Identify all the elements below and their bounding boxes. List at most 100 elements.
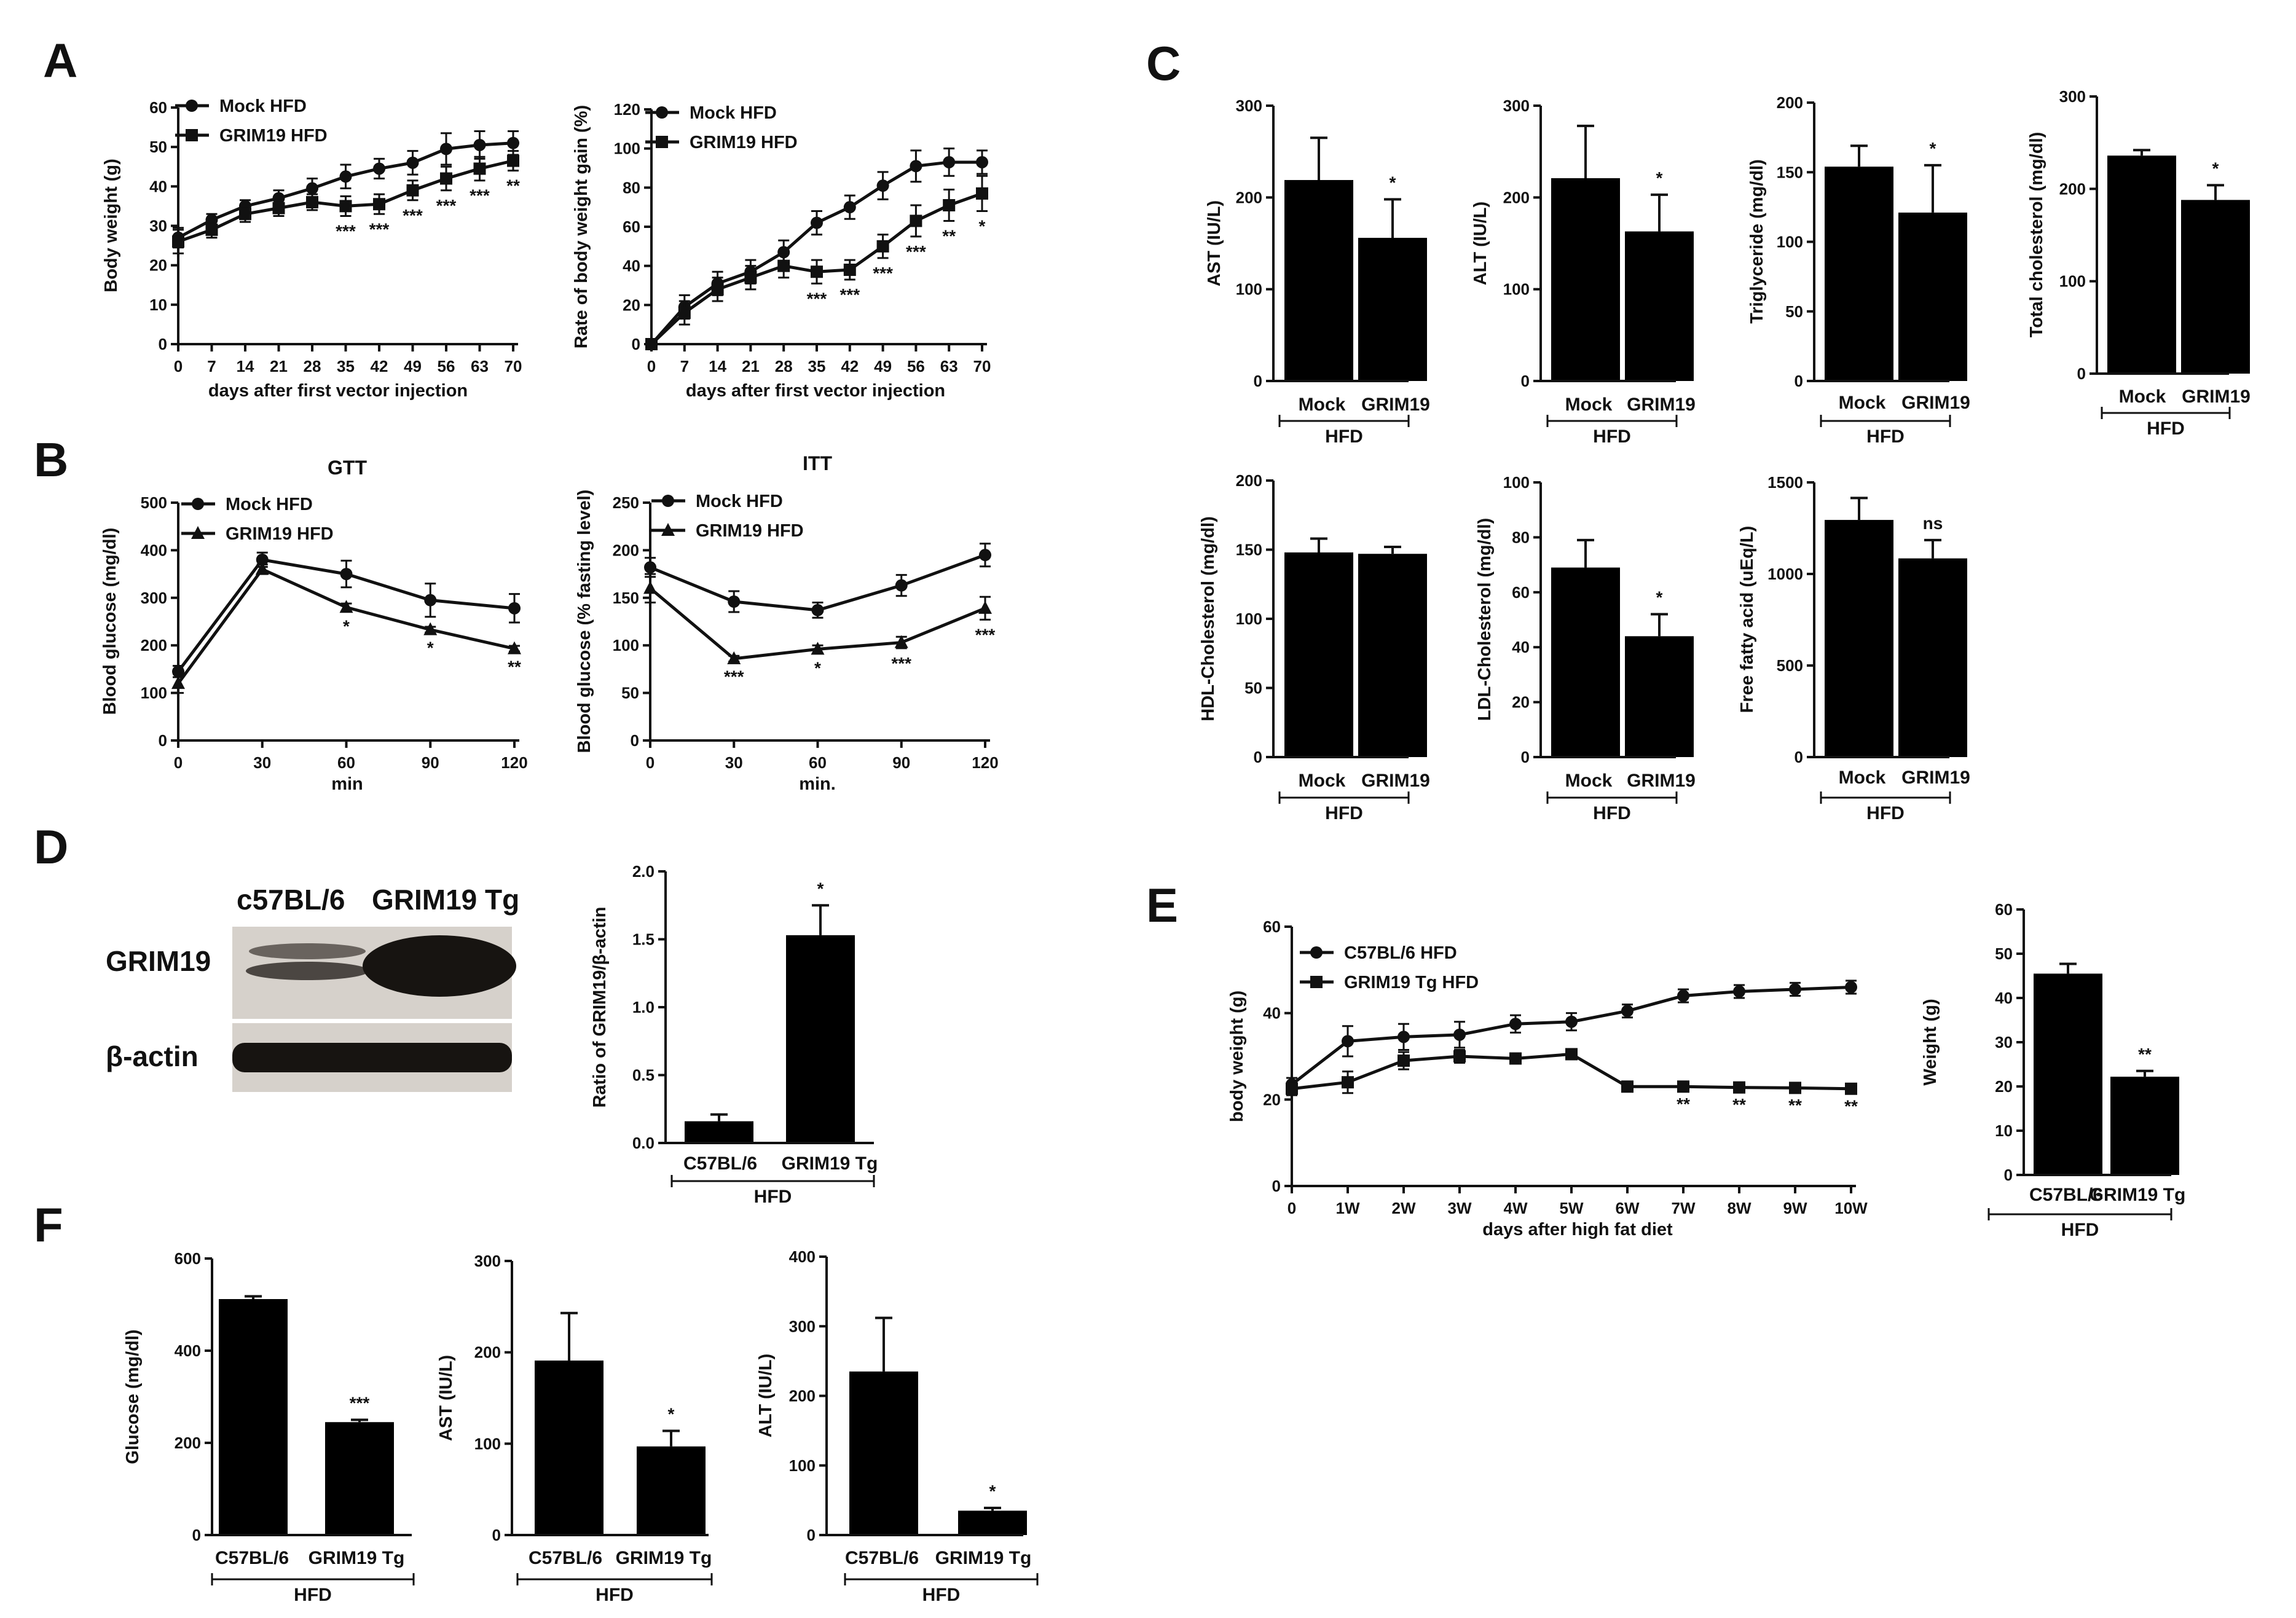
significance-label: **: [2138, 1045, 2152, 1064]
significance-label: ***: [336, 221, 356, 240]
legend-marker: [656, 136, 668, 148]
chart-title: GTT: [328, 457, 367, 479]
data-point: [172, 235, 184, 248]
category-label: Mock: [1839, 768, 1886, 788]
y-tick-label: 500: [141, 493, 167, 512]
category-label: GRIM19: [1361, 395, 1430, 415]
y-tick-label: 100: [1236, 610, 1262, 628]
y-tick-label: 0: [1272, 1177, 1281, 1195]
data-point: [777, 246, 790, 259]
data-point: [340, 568, 353, 581]
y-tick-label: 0.0: [632, 1134, 655, 1152]
data-point: [976, 155, 988, 168]
data-point: [1286, 1082, 1298, 1095]
significance-label: *: [2212, 159, 2219, 178]
bar-chart-ast-tg: 0 100 200 300 AST (IU/L) C57BL/6 * GRIM19 Tg HFD: [436, 1252, 713, 1605]
category-label: GRIM19 Tg: [935, 1548, 1032, 1568]
y-tick-label: 20: [1995, 1077, 2013, 1096]
data-point: [979, 549, 991, 562]
y-axis-label: Weight (g): [1921, 999, 1940, 1085]
data-point: [645, 338, 658, 350]
x-tick-label: 63: [940, 357, 958, 375]
data-point: [1509, 1018, 1522, 1031]
data-point: [811, 603, 824, 616]
y-tick-label: 200: [1236, 471, 1262, 490]
y-tick-label: 300: [789, 1317, 816, 1335]
bar-chart-alt-tg: 0 100 200 300 400 ALT (IU/L) C57BL/6 * GRIM19 Tg…: [756, 1247, 1039, 1605]
line-chart-weight-gain-rate: 0 20 40 60 80 100 120 Rate of body weight gain …: [572, 100, 991, 401]
category-label: Mock: [1299, 771, 1346, 791]
y-tick-label: 300: [1236, 96, 1262, 115]
data-point: [1733, 985, 1745, 998]
data-point: [1845, 1082, 1857, 1095]
group-label: HFD: [922, 1585, 961, 1605]
bar: [849, 1371, 918, 1535]
x-tick-label: 35: [808, 357, 826, 375]
legend-marker: [662, 495, 674, 507]
x-tick-label: 120: [501, 753, 527, 772]
y-tick-label: 200: [1503, 188, 1530, 206]
data-point: [339, 600, 353, 613]
y-tick-label: 100: [1503, 280, 1530, 299]
data-point: [728, 595, 741, 608]
significance-label: **: [1844, 1096, 1858, 1115]
bar: [219, 1299, 288, 1535]
group-label: HFD: [2147, 418, 2185, 439]
y-tick-label: 1000: [1767, 565, 1803, 583]
category-label: GRIM19: [2182, 387, 2251, 407]
y-tick-label: 100: [141, 684, 167, 702]
bar: [685, 1121, 753, 1143]
panel-label-e: E: [1146, 878, 1178, 932]
significance-label: ns: [1923, 514, 1943, 533]
panel-label-a: A: [43, 33, 77, 87]
y-tick-label: 0: [192, 1526, 201, 1544]
bar-chart-triglyceride: 0 50 100 150 200 Triglyceride (mg/dl) Mock * GRI…: [1747, 93, 1970, 447]
data-point: [1789, 983, 1801, 996]
y-tick-label: 0: [1521, 748, 1530, 766]
data-point: [406, 184, 419, 197]
y-tick-label: 60: [149, 98, 167, 117]
data-point: [843, 201, 856, 214]
significance-label: *: [427, 638, 434, 657]
bar: [1898, 212, 1967, 381]
significance-label: ***: [369, 219, 390, 238]
y-axis-label: ALT (IU/L): [756, 1354, 776, 1437]
data-point: [339, 200, 352, 213]
x-tick-label: 70: [973, 357, 991, 375]
y-tick-label: 400: [789, 1247, 816, 1266]
x-tick-label: 49: [404, 357, 422, 375]
x-tick-label: 7: [207, 357, 216, 375]
y-axis-label: Rate of body weight gain (%): [572, 105, 591, 348]
category-label: C57BL/6: [2029, 1185, 2103, 1205]
x-tick-label: 1W: [1336, 1199, 1360, 1217]
significance-label: ***: [403, 206, 423, 225]
blot-lane-label-wt: c57BL/6: [237, 884, 345, 916]
y-tick-label: 400: [175, 1341, 201, 1360]
significance-label: ***: [891, 654, 911, 673]
y-tick-label: 60: [1263, 917, 1281, 936]
x-tick-label: 28: [775, 357, 793, 375]
y-tick-label: 1.0: [632, 998, 655, 1016]
significance-label: ***: [975, 625, 996, 644]
x-tick-label: 8W: [1728, 1199, 1751, 1217]
legend-label: Mock HFD: [696, 492, 783, 511]
y-axis-label: body weight (g): [1227, 991, 1247, 1122]
bar: [786, 935, 855, 1143]
data-point: [507, 154, 519, 167]
x-tick-label: 6W: [1616, 1199, 1640, 1217]
data-point: [1398, 1031, 1410, 1043]
y-tick-label: 20: [623, 296, 640, 314]
legend-marker: [661, 523, 675, 536]
bar-chart-glucose: 0 200 400 600 Glucose (mg/dl) C57BL/6 *** GRIM1…: [123, 1249, 415, 1605]
category-label: Mock: [1839, 393, 1886, 413]
x-tick-label: 60: [337, 753, 355, 772]
y-tick-label: 300: [474, 1252, 501, 1270]
bar: [1825, 167, 1893, 381]
y-tick-label: 10: [1995, 1121, 2013, 1140]
x-axis-label: days after first vector injection: [208, 381, 468, 401]
data-point: [1733, 1081, 1745, 1094]
legend-label: GRIM19 HFD: [690, 133, 798, 152]
group-label: HFD: [1593, 803, 1631, 823]
y-tick-label: 40: [1995, 989, 2013, 1007]
legend-label: Mock HFD: [226, 495, 313, 514]
